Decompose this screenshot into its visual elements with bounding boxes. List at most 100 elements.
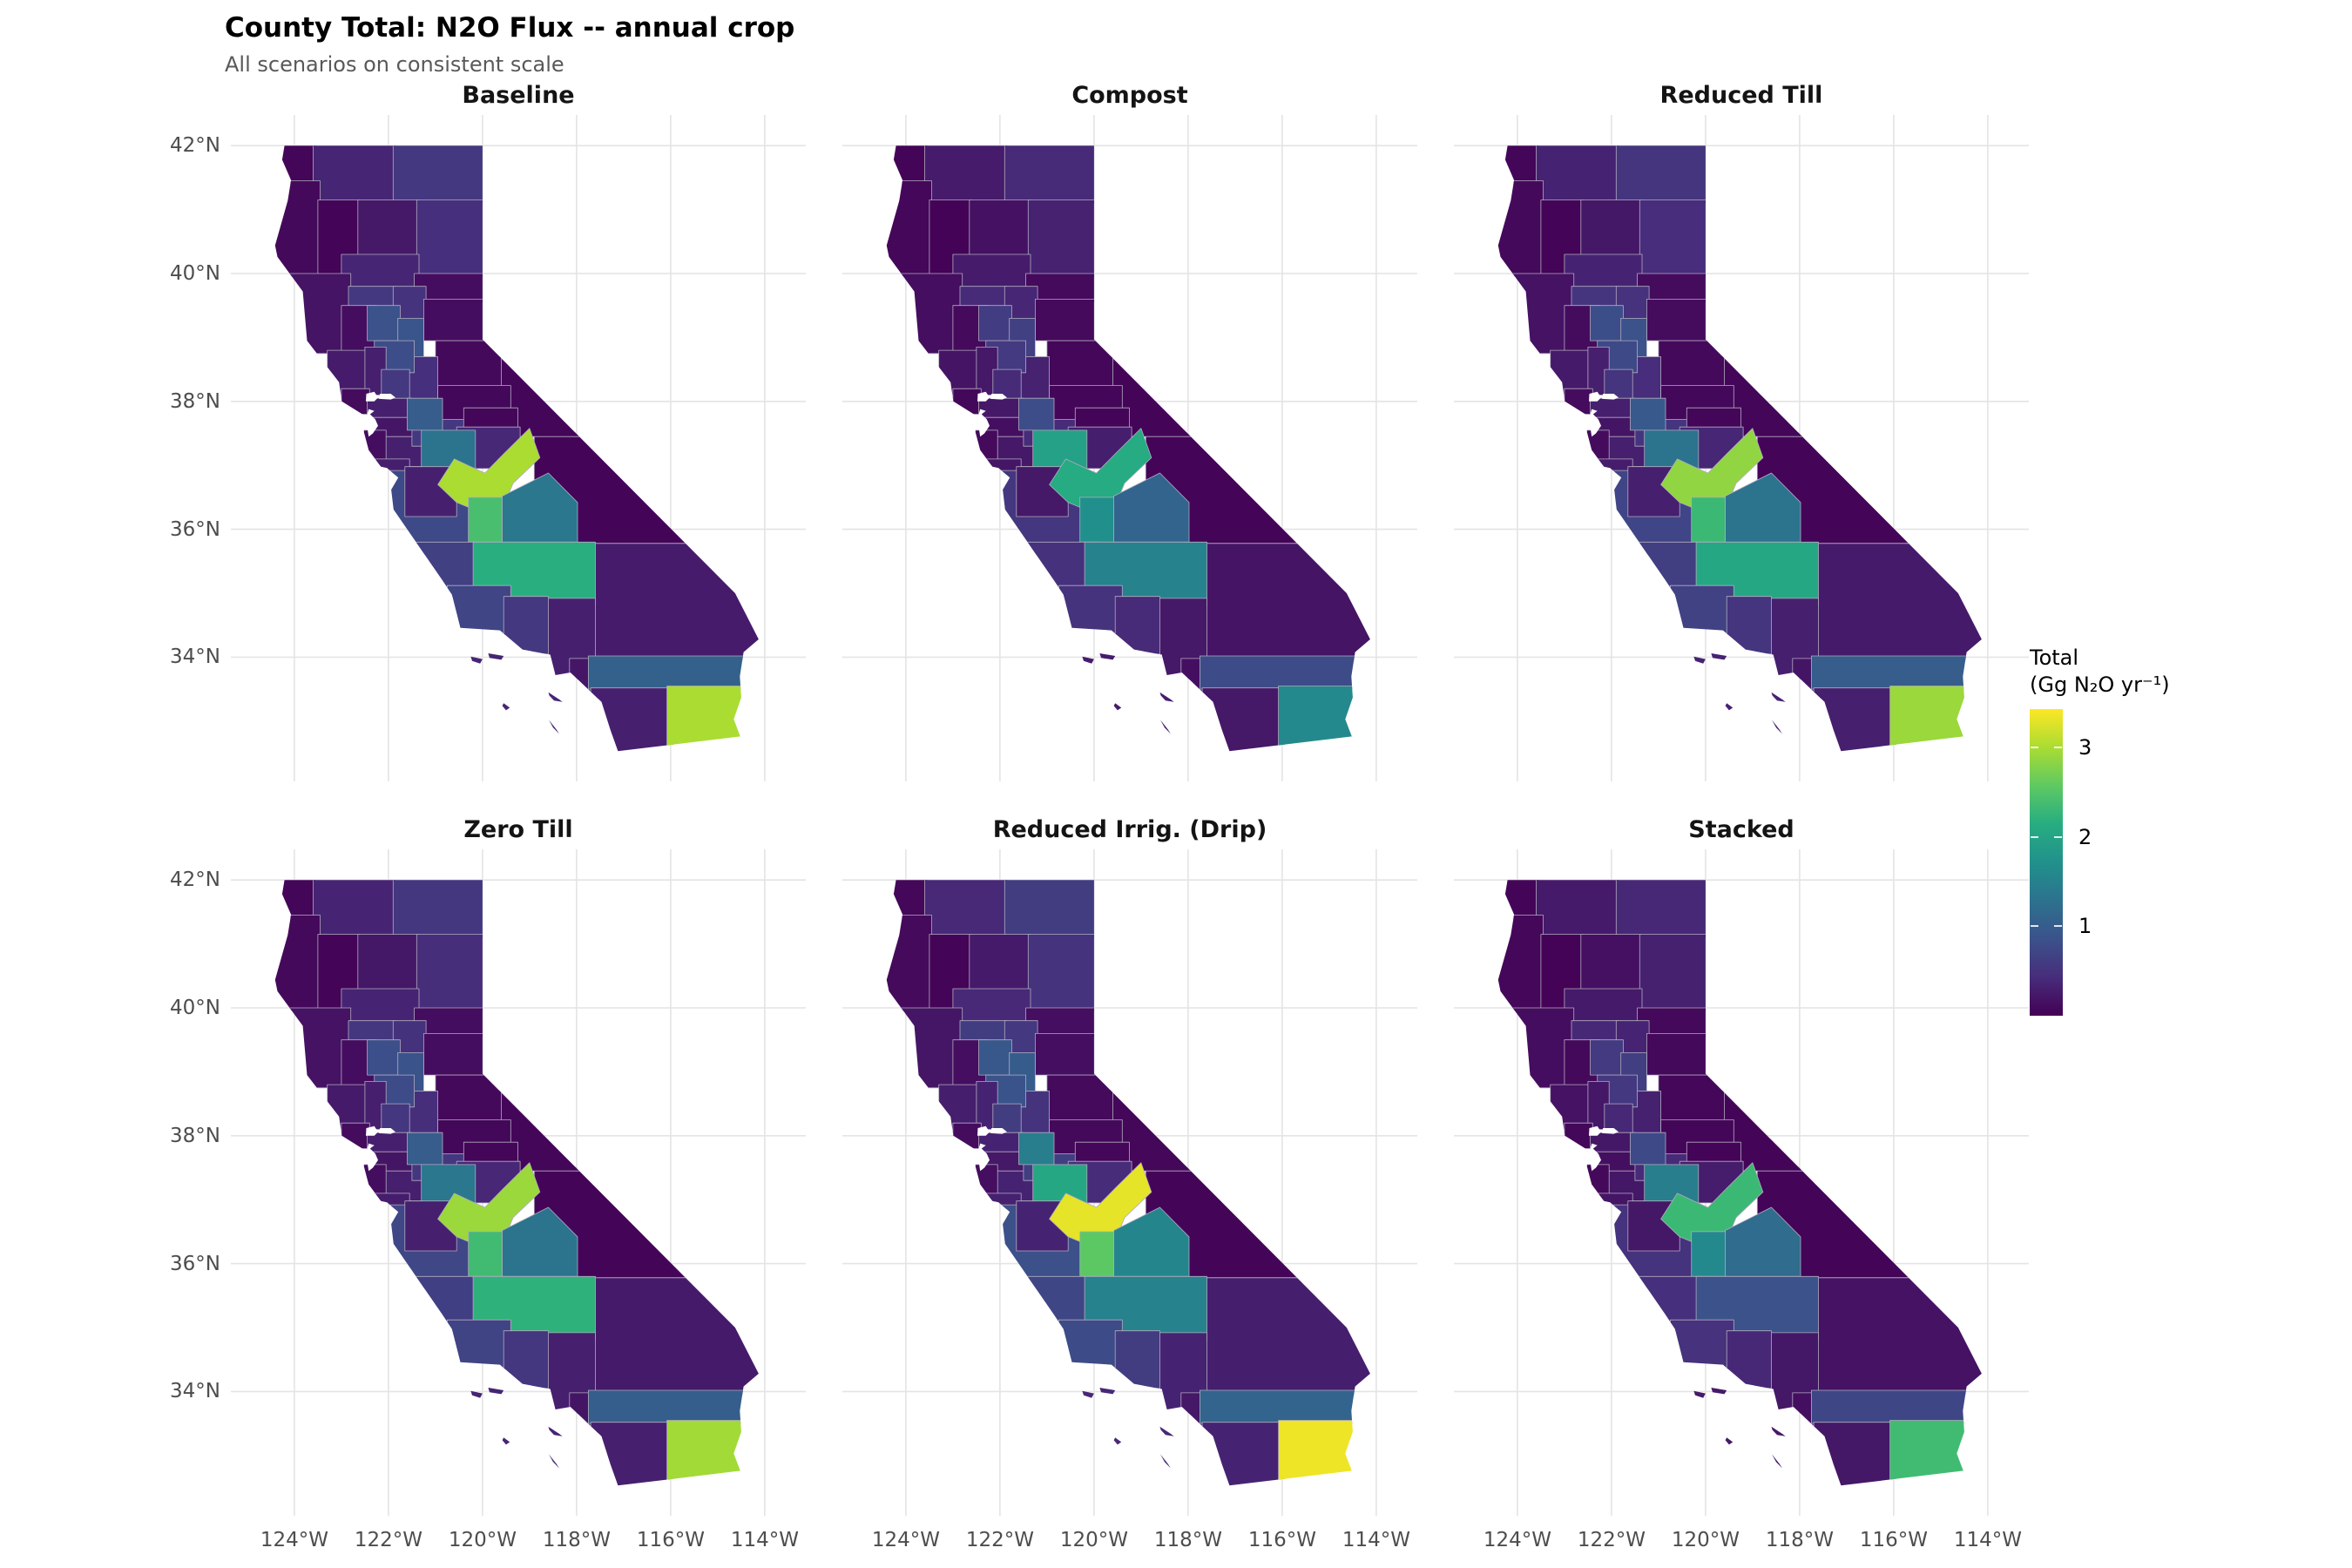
county-shape: [588, 1389, 759, 1424]
x-axis-tick-label: 114°W: [730, 1529, 799, 1551]
island-shape: [488, 1388, 504, 1395]
facet-title: Reduced Till: [1659, 82, 1823, 109]
county-shape: [1630, 397, 1666, 431]
bay-water: [1589, 1143, 1601, 1172]
county-shape: [313, 145, 396, 204]
y-axis-tick-label: 40°N: [170, 262, 220, 285]
island-shape: [1771, 692, 1786, 702]
bay-water: [379, 394, 395, 400]
county-shape: [1018, 397, 1055, 431]
legend-title-line2: (Gg N₂O yr⁻¹): [2030, 672, 2170, 698]
county-shape: [416, 199, 488, 278]
x-axis-tick-label: 116°W: [1859, 1529, 1928, 1551]
island-shape: [1113, 1437, 1122, 1445]
bay-water: [977, 1143, 990, 1172]
island-shape: [1711, 1388, 1727, 1395]
x-axis-tick-label: 120°W: [1671, 1529, 1740, 1551]
county-shape: [1018, 1132, 1055, 1166]
county-shape: [392, 880, 490, 938]
county-shape: [407, 1132, 443, 1166]
county-shape: [978, 305, 1012, 341]
california-county-map: [842, 849, 1417, 1516]
county-shape: [924, 145, 1008, 204]
bay-water: [977, 1125, 990, 1136]
map-panel: 124°W 122°W 120°W 118°W 116°W 114°W: [1454, 849, 2029, 1551]
island-shape: [548, 1426, 563, 1436]
bay-water: [366, 1143, 378, 1172]
county-shape: [1004, 880, 1102, 938]
county-shape: [1811, 1389, 1982, 1424]
facet-title: Zero Till: [463, 816, 573, 843]
county-shape: [1590, 1039, 1624, 1076]
facet-panel: Baseline 42°N 40°N 38°N 36°N 34°N: [170, 82, 806, 781]
bay-water: [366, 391, 378, 402]
county-shape: [423, 1033, 488, 1076]
county-shape: [1200, 655, 1370, 690]
county-shape: [1811, 655, 1982, 690]
x-axis-tick-label: 122°W: [965, 1529, 1034, 1551]
county-shape: [952, 253, 1031, 290]
county-shape: [341, 253, 420, 290]
bay-water: [1589, 1125, 1601, 1136]
county-shape: [1035, 299, 1099, 341]
bay-water: [977, 409, 990, 437]
county-shape: [1200, 1389, 1370, 1424]
y-axis-tick-label: 36°N: [170, 1252, 220, 1275]
island-shape: [1771, 1426, 1786, 1436]
colorbar-tick-mark: [2054, 746, 2062, 748]
island-shape: [1725, 703, 1734, 711]
y-axis-tick-label: 40°N: [170, 997, 220, 1019]
county-shape: [969, 934, 1031, 993]
colorbar-tick-label: 1: [2078, 914, 2092, 939]
island-shape: [1082, 656, 1094, 664]
county-shape: [1580, 934, 1643, 993]
x-axis-tick-label: 114°W: [1342, 1529, 1410, 1551]
county-shape: [1646, 1033, 1711, 1076]
bay-water: [990, 1128, 1007, 1134]
island-shape: [1099, 1388, 1116, 1395]
colorbar-tick-mark: [2031, 835, 2038, 838]
county-shape: [1725, 472, 1801, 543]
island-shape: [1160, 1454, 1171, 1469]
y-axis-tick-label: 34°N: [170, 1380, 220, 1403]
county-shape: [367, 1039, 401, 1076]
bay-water: [379, 1128, 395, 1134]
map-panel: [1454, 115, 2029, 781]
island-shape: [1159, 1426, 1174, 1436]
y-axis-tick-label: 42°N: [170, 868, 220, 892]
island-shape: [502, 703, 510, 711]
colorbar-tick-label: 3: [2078, 734, 2092, 760]
map-panel: 42°N 40°N 38°N 36°N 34°N: [170, 115, 806, 781]
county-shape: [1564, 253, 1643, 290]
bay-water: [977, 391, 990, 402]
x-axis-tick-label: 118°W: [1765, 1529, 1834, 1551]
island-shape: [1693, 656, 1706, 664]
colorbar: 3 2 1: [2030, 709, 2092, 1017]
colorbar-tick-mark: [2054, 835, 2062, 838]
bay-water: [366, 409, 378, 437]
california-county-map: [231, 849, 806, 1516]
county-shape: [1113, 1206, 1190, 1277]
x-axis-tick-label: 122°W: [354, 1529, 422, 1551]
county-shape: [1035, 1033, 1099, 1076]
island-shape: [1725, 1437, 1734, 1445]
colorbar-tick-mark: [2054, 925, 2062, 928]
island-shape: [1099, 653, 1116, 660]
county-shape: [1615, 880, 1713, 938]
bay-water: [366, 1125, 378, 1136]
county-shape: [407, 397, 443, 431]
county-shape: [1646, 299, 1711, 341]
county-shape: [1725, 1206, 1801, 1277]
california-county-map: [842, 115, 1417, 781]
county-shape: [1564, 988, 1643, 1024]
island-shape: [548, 692, 563, 702]
county-shape: [423, 299, 488, 341]
map-panel: 42°N 40°N 38°N 36°N 34°N 124°W 122°W 120°W 118°W…: [170, 849, 806, 1551]
x-axis-tick-label: 114°W: [1953, 1529, 2022, 1551]
legend-title: Total (Gg N₂O yr⁻¹): [2030, 645, 2170, 699]
y-axis-tick-label: 34°N: [170, 645, 220, 669]
county-shape: [1580, 199, 1643, 259]
county-shape: [1691, 1231, 1727, 1277]
facet-title: Compost: [1071, 82, 1188, 109]
